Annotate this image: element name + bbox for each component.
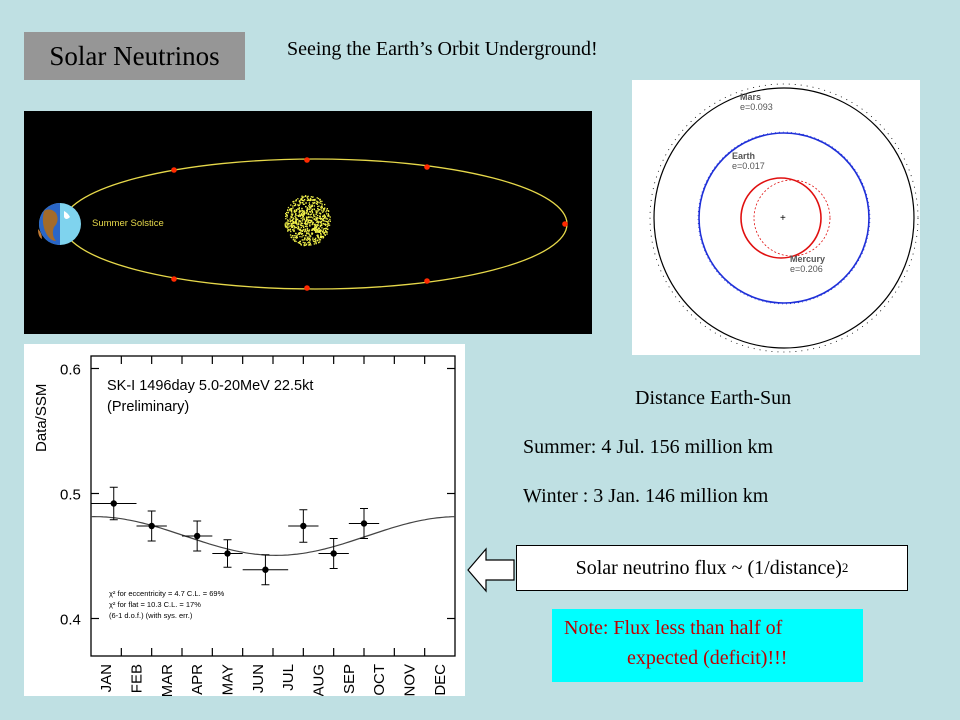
y-axis-label: Data/SSM [33,384,50,452]
data-point [212,539,243,568]
x-tick-label: MAY [220,664,237,695]
summer-solstice-label: Summer Solstice [92,218,164,229]
earth-icon [38,203,81,245]
neutrino-flux-chart: 0.4 0.5 0.6 JAN FEB MAR APR MAY JUN JUL AUG SEP OCT… [24,344,465,696]
earth-ecc: e=0.017 [732,161,765,171]
note-line-1: Note: Flux less than half of [564,617,783,639]
x-tick-label: NOV [402,664,419,696]
winter-distance: Winter : 3 Jan. 146 million km [523,485,769,507]
y-tick-label: 0.6 [60,362,81,379]
svg-text:+: + [780,213,786,224]
earth-orbit-illustration: Summer Solstice [24,111,592,334]
y-tick-label: 0.4 [60,612,81,629]
mars-ecc: e=0.093 [740,102,773,112]
data-point [91,486,137,521]
summer-distance: Summer: 4 Jul. 156 million km [523,436,774,458]
chart-annotation-title: SK-I 1496day 5.0-20MeV 22.5kt [107,378,313,394]
x-tick-label: SEP [341,664,358,694]
earth-label: Earth [732,151,755,161]
mercury-label: Mercury [790,254,825,264]
chi2-flat: χ² for flat = 10.3 C.L. = 17% [109,600,201,609]
data-point [136,510,167,542]
mercury-ecc: e=0.206 [790,264,823,274]
distance-heading: Distance Earth-Sun [635,387,792,409]
chi2-dof: (6-1 d.o.f.) (with sys. err.) [109,611,193,620]
x-tick-label: DEC [432,664,449,696]
flux-formula-text: Solar neutrino flux ~ (1/distance) [575,556,842,579]
data-point [318,538,349,569]
x-tick-label: JUL [280,664,297,691]
y-tick-label: 0.5 [60,487,81,504]
slide-title: Solar Neutrinos [24,32,245,80]
x-tick-label: OCT [371,664,388,696]
planet-orbits-diagram: + Mars e=0.093 Earth e=0.017 Mercury e=0… [632,80,920,355]
mars-label: Mars [740,92,761,102]
sun-cloud [284,195,331,247]
data-point [182,520,213,552]
flux-formula-box: Solar neutrino flux ~ (1/distance) 2 [516,545,908,591]
data-point [288,509,319,543]
note-line-2: expected (deficit)!!! [627,647,788,669]
slide-subtitle: Seeing the Earth’s Orbit Underground! [287,38,598,60]
note-box: Note: Flux less than half of expected (d… [552,609,863,682]
flux-exponent: 2 [841,560,849,575]
x-tick-label: AUG [311,664,328,696]
chi2-eccentricity: χ² for eccentricity = 4.7 C.L. = 69% [109,589,225,598]
x-tick-label: JAN [98,664,115,692]
left-arrow-icon [467,547,515,593]
chart-annotation-sub: (Preliminary) [107,399,189,415]
x-tick-label: MAR [159,664,176,696]
data-point [348,508,380,539]
orbit-markers [171,157,568,291]
x-tick-label: JUN [250,664,267,693]
data-point [242,554,289,586]
x-tick-label: FEB [129,664,146,693]
x-tick-label: APR [189,664,206,695]
